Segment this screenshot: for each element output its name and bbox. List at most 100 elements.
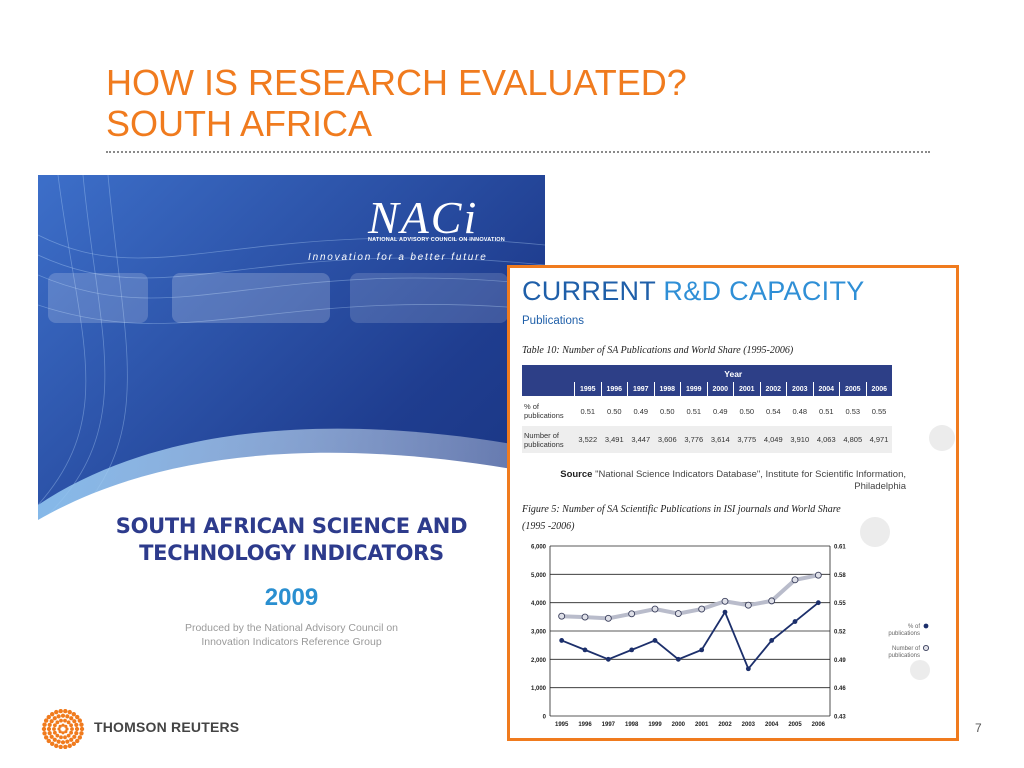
logo-dot bbox=[79, 726, 85, 732]
series-point bbox=[722, 609, 728, 615]
series-point bbox=[814, 571, 822, 579]
y-right-tick-label: 0.61 bbox=[834, 545, 846, 551]
report-title-current: CURRENT bbox=[522, 276, 656, 306]
x-tick-label: 2006 bbox=[812, 722, 826, 728]
logo-dot bbox=[59, 735, 63, 740]
logo-dot bbox=[67, 709, 72, 715]
logo-dot bbox=[64, 724, 68, 728]
legend-label: % of bbox=[908, 624, 920, 630]
logo-dot bbox=[77, 718, 83, 723]
series-line-0 bbox=[561, 601, 819, 671]
logo-dot bbox=[47, 722, 52, 727]
table-cell: 3,775 bbox=[733, 426, 760, 453]
logo-dot bbox=[63, 718, 67, 723]
table-cell: 0.50 bbox=[659, 406, 675, 416]
logo-dot bbox=[42, 722, 47, 727]
row-label-line2: publications bbox=[524, 411, 564, 420]
table-cell: 0.55 bbox=[871, 406, 887, 416]
logo-dot bbox=[54, 709, 59, 715]
logo-dot bbox=[79, 722, 84, 727]
decorative-circle bbox=[910, 660, 930, 680]
table-cell: 3,614 bbox=[707, 426, 734, 453]
cover-produced-line2: Innovation Indicators Reference Group bbox=[201, 636, 382, 648]
report-title: CURRENT R&D CAPACITY bbox=[522, 276, 865, 307]
cover-year: 2009 bbox=[264, 584, 319, 611]
logo-dot bbox=[72, 719, 77, 724]
table-year-header: Year bbox=[574, 365, 892, 382]
logo-dot bbox=[55, 733, 60, 738]
logo-dot bbox=[79, 731, 84, 736]
logo-dot bbox=[43, 718, 49, 723]
logo-dot bbox=[52, 737, 57, 742]
series-point bbox=[651, 605, 659, 613]
table-cell: 0.49 bbox=[633, 406, 649, 416]
table-year-cell: 1998 bbox=[653, 382, 681, 396]
x-tick-label: 1996 bbox=[578, 722, 592, 728]
logo-dot bbox=[75, 738, 80, 744]
table-row: % of publications 0.51 0.50 0.49 0.50 0.51 0.… bbox=[522, 396, 892, 426]
table-cell: 0.48 bbox=[792, 406, 808, 416]
logo-dot bbox=[63, 744, 68, 749]
logo-dot bbox=[56, 739, 61, 744]
row-label: Number of publications bbox=[522, 426, 575, 453]
cover-title-line1: SOUTH AFRICAN SCIENCE AND bbox=[115, 514, 468, 538]
logo-dot bbox=[66, 733, 71, 738]
table-cell: 4,063 bbox=[813, 426, 840, 453]
publications-table: Year 1995 1996 1997 1998 1999 2000 2001 2002 200… bbox=[522, 365, 892, 453]
table-year-cell: 2005 bbox=[839, 382, 866, 396]
series-point bbox=[558, 612, 566, 620]
table-cell: 3,910 bbox=[786, 426, 813, 453]
source-text: "National Science Indicators Database", … bbox=[595, 469, 906, 480]
table-cell: 0.51 bbox=[818, 406, 834, 416]
logo-dot bbox=[71, 711, 76, 717]
decorative-circle bbox=[860, 517, 890, 547]
logo-dot bbox=[55, 720, 60, 725]
row-label: % of publications bbox=[522, 396, 575, 426]
table-year-cell: 2004 bbox=[812, 382, 840, 396]
table-cell: 4,971 bbox=[866, 426, 892, 453]
x-tick-label: 2004 bbox=[765, 722, 779, 728]
logo-dot bbox=[42, 731, 47, 736]
table-row: Number of publications 3,522 3,491 3,447 3,… bbox=[522, 426, 892, 453]
table-year-cell: 1996 bbox=[600, 382, 628, 396]
series-point bbox=[699, 647, 705, 653]
logo-dot bbox=[49, 734, 54, 739]
logo-dot bbox=[64, 730, 68, 734]
cover-title-line2: TECHNOLOGY INDICATORS bbox=[139, 541, 444, 565]
x-tick-label: 2000 bbox=[672, 722, 686, 728]
y-left-tick-label: 1,000 bbox=[531, 686, 547, 692]
logo-dot bbox=[43, 735, 49, 740]
x-tick-label: 2003 bbox=[742, 722, 756, 728]
footer-brand: THOMSON REUTERS bbox=[94, 719, 240, 735]
table-cell: 0.51 bbox=[686, 406, 702, 416]
logo-dot bbox=[65, 739, 70, 744]
legend-marker bbox=[923, 623, 929, 629]
series-point bbox=[674, 610, 682, 618]
table-cell: 3,522 bbox=[574, 426, 601, 453]
table-year-cell: 2000 bbox=[706, 382, 734, 396]
logo-dot bbox=[66, 720, 71, 725]
logo-dot bbox=[77, 735, 83, 740]
thomson-reuters-logo bbox=[41, 709, 85, 749]
logo-dot bbox=[69, 716, 74, 721]
logo-dot bbox=[58, 709, 63, 714]
table-caption: Table 10: Number of SA Publications and … bbox=[522, 345, 794, 356]
logo-dot bbox=[47, 731, 52, 736]
x-tick-label: 2005 bbox=[788, 722, 802, 728]
table-cell: 4,805 bbox=[839, 426, 866, 453]
cover-title: SOUTH AFRICAN SCIENCE AND TECHNOLOGY IND… bbox=[38, 513, 545, 567]
x-tick-label: 1999 bbox=[648, 722, 662, 728]
logo-dot bbox=[61, 723, 65, 727]
decorative-circle bbox=[929, 425, 955, 451]
logo-dot bbox=[50, 711, 55, 717]
report-title-capacity: R&D CAPACITY bbox=[663, 276, 865, 306]
cover-produced-line1: Produced by the National Advisory Counci… bbox=[184, 622, 399, 634]
legend-label: publications bbox=[888, 653, 920, 659]
y-left-tick-label: 3,000 bbox=[531, 630, 547, 636]
y-left-tick-label: 5,000 bbox=[531, 573, 547, 579]
series-point bbox=[581, 613, 589, 621]
logo-dot bbox=[50, 741, 55, 747]
logo-dot bbox=[74, 726, 80, 732]
legend-label: Number of bbox=[892, 646, 920, 652]
table-year-cell: 1995 bbox=[574, 382, 601, 396]
